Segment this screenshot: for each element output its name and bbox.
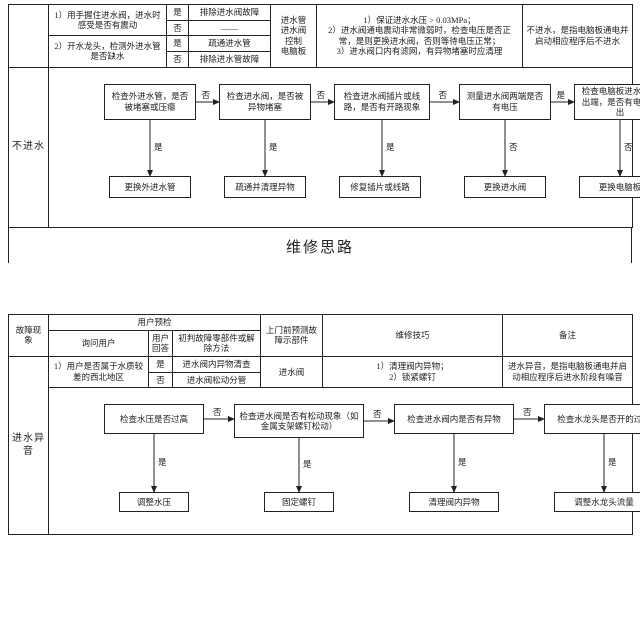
s1-c4: 进水管 进水阀 控制 电脑板 <box>271 5 317 68</box>
s2-h2-2: 初判故障零部件或解除方法 <box>173 330 261 356</box>
flow-node: 检查进水阀是否有松动现象（如金属支架螺钉松动） <box>234 404 364 438</box>
s1-c5: 1）保证进水水压 > 0.03MPa； 2）进水阀通电震动非常微弱时，检查电压是… <box>317 5 523 68</box>
s1-c2-r2v: —— <box>189 20 271 36</box>
s1-c1-r2: 2）开水龙头，检测外进水管是否缺水 <box>49 36 167 67</box>
flow-edge-label: 是 <box>154 142 163 153</box>
s1-c2-r3k: 是 <box>167 36 189 52</box>
flow-edge-label: 否 <box>439 90 448 101</box>
section1-row-label: 不进水 <box>9 67 49 227</box>
flow-node: 检查进水阀插片或线路，是否有开路现象 <box>334 84 430 120</box>
s1-c2-r4k: 否 <box>167 51 189 67</box>
s1-c2-r4v: 排除进水管故障 <box>189 51 271 67</box>
flow-node: 更换外进水管 <box>109 176 191 198</box>
flow-node: 修复插片或线路 <box>339 176 421 198</box>
s1-c6: 不进水，是指电脑板通电并启动相应程序后不进水 <box>523 5 633 68</box>
section2-flowchart: 检查水压是否过高检查进水阀是否有松动现象（如金属支架螺钉松动） 检查进水阀内是否有… <box>49 388 632 534</box>
flow-edge-label: 否 <box>202 90 211 101</box>
s2-c2b: 否 <box>149 372 173 388</box>
s2-c1: 1）用户是否属于水质较差的西北地区 <box>49 356 149 387</box>
section2-table: 故障现象 用户预检 上门前预测故障示部件 维修技巧 备注 询问用户 用户回答 初… <box>8 314 633 535</box>
s2-h-3: 维修技巧 <box>323 315 503 357</box>
flow-edge-label: 是 <box>158 457 167 468</box>
flow-node: 测量进水阀两端是否有电压 <box>459 84 551 120</box>
flow-edge-label: 否 <box>213 407 222 418</box>
flow-node: 调整水压 <box>119 492 189 512</box>
flow-edge-label: 否 <box>373 409 382 420</box>
flow-edge-label: 是 <box>557 90 566 101</box>
section1-flowchart: 检查外进水管，是否被堵塞或压瘪检查进水阀，是否被异物堵塞检查进水阀插片或线路，是… <box>49 68 632 226</box>
flow-edge-label: 否 <box>624 142 633 153</box>
flow-node: 检查电脑板进水阀输出端，是否有电压输出 <box>574 84 640 120</box>
flow-edge-label: 是 <box>458 457 467 468</box>
s2-c5: 1）清理阀内异物； 2）锁紧螺钉 <box>323 356 503 387</box>
s2-h-2: 上门前预测故障示部件 <box>261 315 323 357</box>
flow-node: 检查外进水管，是否被堵塞或压瘪 <box>104 84 196 120</box>
s1-c2-r3v: 疏通进水管 <box>189 36 271 52</box>
flow-node: 疏通并清理异物 <box>224 176 306 198</box>
flow-node: 固定螺钉 <box>264 492 334 512</box>
flow-node: 检查水龙头是否开的过大 <box>544 404 640 434</box>
flow-edge-label: 否 <box>509 142 518 153</box>
flow-edge-label: 是 <box>269 142 278 153</box>
s2-c3b: 进水阀松动分管 <box>173 372 261 388</box>
s2-c6: 进水异音，是指电脑板通电并启动相应程序后进水阶段有噪音 <box>503 356 633 387</box>
flow-node: 清理阀内异物 <box>409 492 499 512</box>
s2-h2-1: 用户回答 <box>149 330 173 356</box>
flow-edge-label: 否 <box>523 407 532 418</box>
flow-node: 检查水压是否过高 <box>104 404 204 434</box>
section1-top-table: 1）用手握住进水阀，进水时感受是否有震动 是 排除进水阀故障 进水管 进水阀 控… <box>8 4 633 228</box>
s1-c1-r1: 1）用手握住进水阀，进水时感受是否有震动 <box>49 5 167 36</box>
s2-h-4: 备注 <box>503 315 633 357</box>
flow-edge-label: 是 <box>303 459 312 470</box>
flow-node: 检查进水阀，是否被异物堵塞 <box>219 84 311 120</box>
flow-edge-label: 是 <box>386 142 395 153</box>
flow-node: 更换进水阀 <box>464 176 546 198</box>
s2-h-1: 用户预检 <box>49 315 261 331</box>
flow-node: 检查进水阀内是否有异物 <box>394 404 514 434</box>
s1-c2-r1v: 排除进水阀故障 <box>189 5 271 21</box>
s2-h-0: 故障现象 <box>9 315 49 357</box>
flow-edge-label: 是 <box>608 457 617 468</box>
s2-c2a: 是 <box>149 356 173 372</box>
s1-c2-r2k: 否 <box>167 20 189 36</box>
mid-heading: 维修思路 <box>8 228 632 263</box>
section2-row-label: 进水异音 <box>9 356 49 534</box>
s2-c4: 进水阀 <box>261 356 323 387</box>
s2-c3a: 进水阀内异物清查 <box>173 356 261 372</box>
s1-c2-r1k: 是 <box>167 5 189 21</box>
flow-node: 调整水龙头流量 <box>554 492 640 512</box>
flow-edge-label: 否 <box>317 90 326 101</box>
s2-h2-0: 询问用户 <box>49 330 149 356</box>
flow-node: 更换电脑板 <box>579 176 640 198</box>
